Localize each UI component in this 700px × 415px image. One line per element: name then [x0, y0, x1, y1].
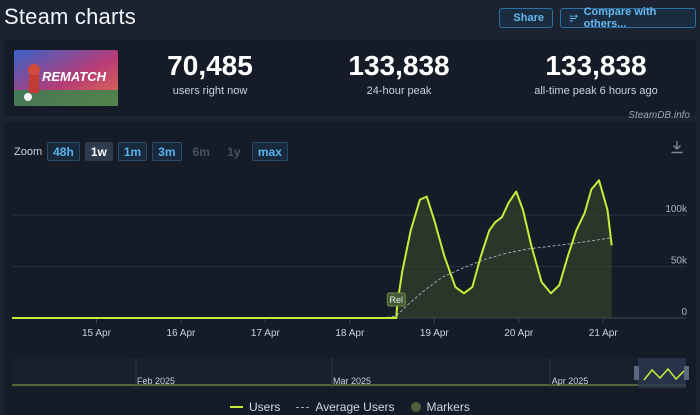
compare-label: Compare with others...	[583, 6, 657, 30]
navigator-label: Mar 2025	[333, 376, 371, 386]
navigator-handle-right	[684, 366, 689, 380]
alltime-peak-value: 133,838	[545, 50, 647, 81]
zoom-label: Zoom	[14, 145, 43, 158]
users-line	[12, 179, 613, 319]
zoom-1w-button[interactable]: 1w	[84, 142, 113, 161]
x-tick-label: 20 Apr	[504, 328, 534, 339]
users-area	[12, 180, 612, 318]
users-swatch	[230, 406, 243, 408]
legend-users-label: Users	[249, 400, 281, 414]
release-marker	[386, 292, 406, 307]
current-users-stat: 70,485 users right now	[154, 50, 266, 97]
release-marker-label: Rel	[390, 295, 404, 305]
player-count-chart[interactable]: 0 50k 100k 15 Apr 16 Apr 17 Apr 18 Apr 19 Apr 20…	[4, 122, 696, 415]
navigator-preview	[643, 367, 685, 381]
average-swatch	[296, 406, 310, 408]
peak-24h-label: 24-hour peak	[366, 85, 432, 97]
game-logo-image[interactable]: REMATCH	[14, 50, 118, 106]
legend-average-label: Average Users	[315, 400, 395, 414]
markers-swatch	[410, 402, 421, 412]
peak-24h-stat: 133,838 24-hour peak	[334, 50, 464, 97]
chart-panel: SteamDB.info 0 50k 100k 15 Apr 16 Apr 17 Apr 1…	[4, 110, 696, 415]
navigator-handle-left	[634, 366, 639, 380]
page-title: Steam charts	[4, 4, 137, 29]
zoom-max-button[interactable]: max	[251, 142, 288, 161]
x-tick-label: 17 Apr	[251, 328, 281, 339]
share-button[interactable]: Share	[499, 8, 553, 28]
alltime-peak-label: all-time peak 6 hours ago	[534, 85, 658, 97]
navigator-label: Apr 2025	[552, 376, 589, 386]
peak-24h-value: 133,838	[348, 50, 450, 81]
y-tick-label: 50k	[671, 256, 688, 267]
zoom-1y-button: 1y	[227, 144, 241, 159]
navigator-selection	[638, 358, 686, 388]
current-users-label: users right now	[172, 85, 248, 97]
zoom-1m-button[interactable]: 1m	[117, 142, 148, 161]
y-tick-label: 100k	[665, 204, 688, 215]
share-label: Share	[513, 12, 544, 24]
compare-button[interactable]: Compare with others...	[560, 6, 696, 30]
x-tick-label: 15 Apr	[82, 328, 112, 339]
legend-markers-label: Markers	[426, 400, 470, 414]
zoom-controls: Zoom 48h 1w 1m 3m 6m 1y max	[14, 142, 288, 161]
x-tick-label: 16 Apr	[166, 328, 196, 339]
chart-legend: Users Average Users Markers	[230, 400, 478, 414]
x-tick-label: 19 Apr	[420, 328, 450, 339]
x-tick-label: 18 Apr	[335, 328, 365, 339]
steamdb-credit[interactable]: SteamDB.info	[628, 110, 690, 121]
y-tick-label: 0	[681, 307, 687, 318]
x-tick-label: 21 Apr	[589, 328, 619, 339]
zoom-3m-button[interactable]: 3m	[152, 142, 182, 161]
zoom-48h-button[interactable]: 48h	[47, 142, 80, 161]
stats-panel: REMATCH 70,485 users right now 133,838 2…	[4, 40, 696, 116]
average-users-line	[12, 237, 612, 319]
alltime-peak-stat: 133,838 all-time peak 6 hours ago	[516, 50, 676, 97]
svg-text:REMATCH: REMATCH	[42, 69, 107, 84]
legend-average[interactable]: Average Users	[296, 400, 395, 414]
zoom-6m-button: 6m	[192, 144, 210, 159]
navigator-strip	[12, 358, 686, 388]
navigator-label: Feb 2025	[137, 376, 175, 386]
legend-markers[interactable]: Markers	[410, 400, 470, 414]
download-icon[interactable]	[670, 140, 684, 154]
current-users-value: 70,485	[167, 50, 253, 81]
compare-icon	[569, 14, 578, 21]
legend-users[interactable]: Users	[230, 400, 280, 414]
